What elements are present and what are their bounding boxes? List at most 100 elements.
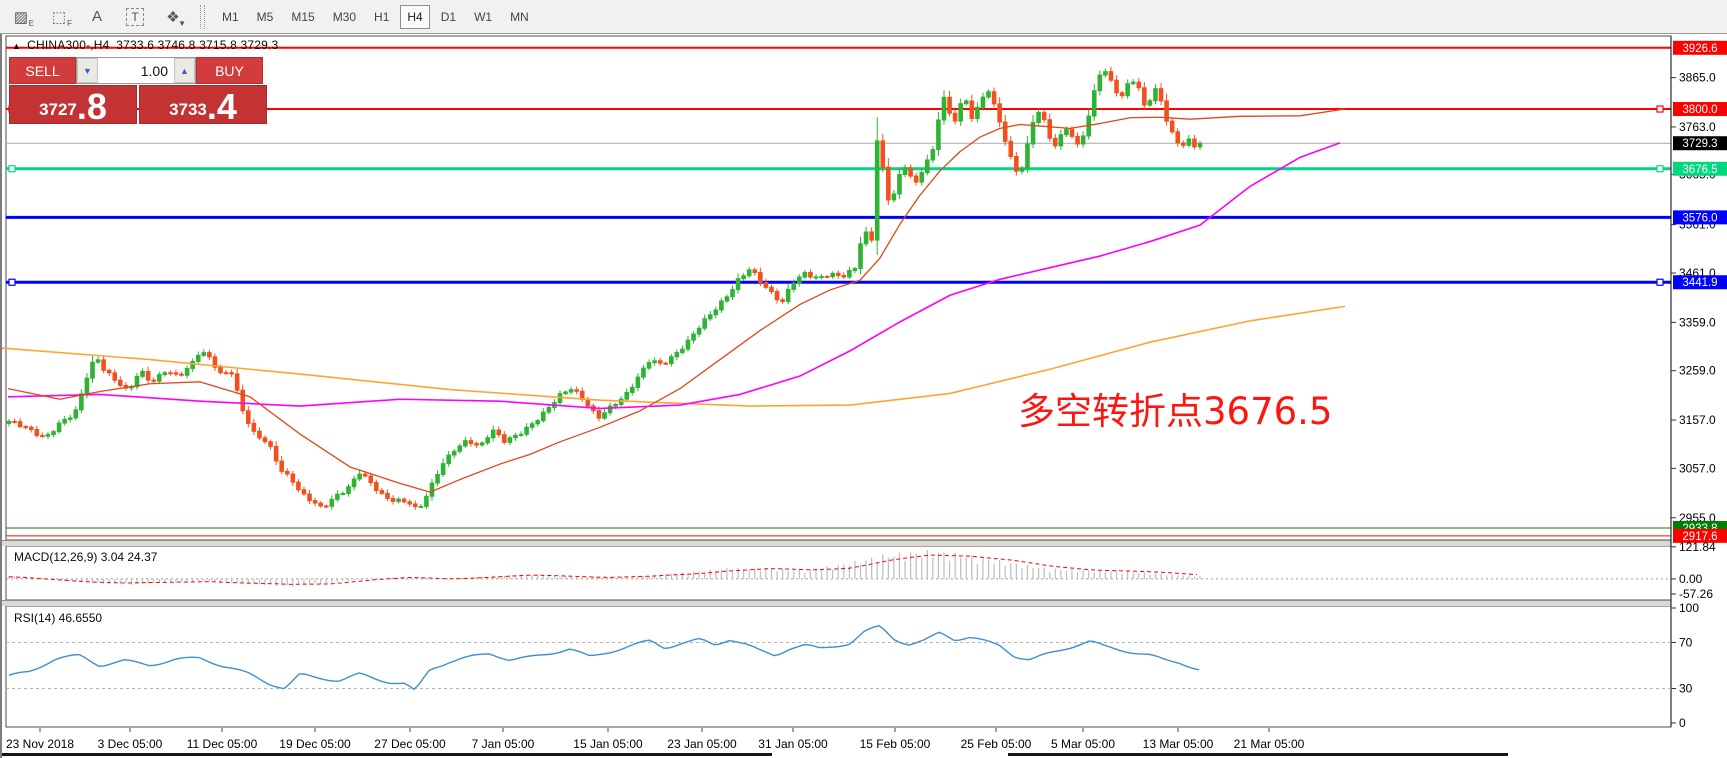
volume-up-button[interactable]: ▲ — [174, 58, 195, 83]
time-label: 31 Jan 05:00 — [758, 737, 828, 751]
color-scheme-icon[interactable]: ❖ ▼ — [166, 8, 186, 28]
time-label: 5 Mar 05:00 — [1051, 737, 1115, 751]
text-label-icon[interactable]: A — [91, 8, 102, 25]
svg-text:3926.6: 3926.6 — [1682, 43, 1717, 55]
rsi-label: RSI(14) 46.6550 — [14, 611, 103, 625]
macd-axis-label: -57.26 — [1679, 587, 1713, 601]
pivot-annotation-text: 多空转折点3676.5 — [1018, 390, 1333, 433]
rsi-pane: 100 70 30 0 — [6, 601, 1699, 730]
tab-timeframe-d1[interactable]: D1 — [440, 9, 457, 24]
pane-splitter — [0, 540, 1671, 546]
candles-group — [6, 66, 1203, 510]
text-box-icon[interactable]: T — [118, 4, 152, 30]
line-end-marker — [8, 278, 16, 286]
tab-timeframe-m30[interactable]: M30 — [332, 9, 357, 24]
buy-button[interactable]: BUY — [196, 57, 263, 84]
time-label: 15 Feb 05:00 — [860, 737, 931, 751]
line-end-marker — [1656, 278, 1664, 286]
price-tick-label: 3865.0 — [1679, 71, 1716, 85]
svg-text:3676.5: 3676.5 — [1682, 164, 1717, 176]
time-axis: 23 Nov 2018 3 Dec 05:00 11 Dec 05:00 19 Dec… — [6, 728, 1305, 751]
pane-splitter — [0, 600, 1671, 606]
toolbar-separator — [200, 4, 205, 29]
time-label: 23 Nov 2018 — [6, 737, 74, 751]
macd-axis-label: 121.84 — [1679, 540, 1716, 554]
rsi-axis-label: 30 — [1679, 682, 1693, 696]
time-label: 21 Mar 05:00 — [1234, 737, 1305, 751]
window-left-border — [0, 34, 3, 758]
svg-text:3729.3: 3729.3 — [1682, 138, 1717, 150]
price-tick-label: 3359.0 — [1679, 315, 1716, 329]
tab-timeframe-mn[interactable]: MN — [510, 9, 529, 24]
ma-slow-line — [0, 305, 1346, 407]
price-badge-3441.9: 3441.9 — [1673, 275, 1727, 290]
bottom-edge-left — [0, 753, 772, 756]
symbol-label: CHINA300-,H4 — [27, 38, 110, 52]
price-tick-label: 3763.0 — [1679, 120, 1716, 134]
time-label: 25 Feb 05:00 — [961, 737, 1032, 751]
ohlc-values: 3733.6 3746.8 3715.8 3729.3 — [116, 38, 279, 52]
time-label: 7 Jan 05:00 — [472, 737, 535, 751]
current-price-badge: 3729.3 — [1673, 136, 1727, 151]
one-click-trade-panel: SELL ▼ ▲ BUY 3727.8 3733.4 — [9, 57, 267, 128]
expert-advisor-icon[interactable]: ▨ E — [13, 8, 34, 28]
price-badge-3800.0: 3800.0 — [1673, 102, 1727, 117]
price-badge-2917.6: 2917.6 — [1673, 528, 1727, 543]
symbol-triangle-icon: ▲ — [12, 41, 22, 51]
time-label: 23 Jan 05:00 — [667, 737, 737, 751]
price-badge-3926.6: 3926.6 — [1673, 40, 1727, 55]
sell-button[interactable]: SELL — [9, 57, 76, 84]
tab-timeframe-w1[interactable]: W1 — [474, 9, 493, 24]
time-label: 3 Dec 05:00 — [98, 737, 163, 751]
tab-timeframe-m15[interactable]: M15 — [291, 9, 315, 24]
chart-header: ▲ CHINA300-,H4 3733.6 3746.8 3715.8 3729.… — [12, 38, 278, 52]
rsi-axis-label: 0 — [1679, 716, 1686, 730]
volume-input[interactable] — [98, 58, 174, 83]
ma-fast-line — [7, 108, 1346, 493]
ma-mid-line — [7, 142, 1341, 410]
level-lines — [6, 46, 1671, 537]
tab-timeframe-h1[interactable]: H1 — [374, 9, 390, 24]
bottom-edge-right — [1008, 753, 1508, 756]
time-label: 19 Dec 05:00 — [279, 737, 351, 751]
time-label: 27 Dec 05:00 — [374, 737, 446, 751]
time-label: 11 Dec 05:00 — [187, 737, 258, 751]
toolbar: ▨ E ⬚ F A T ❖ ▼ M1 M5 M15 M30 H1 H4 D1 W1 MN — [0, 0, 1727, 34]
macd-axis-label: 0.00 — [1679, 572, 1703, 586]
sell-price-box[interactable]: 3727.8 — [9, 85, 137, 128]
time-label: 13 Mar 05:00 — [1143, 737, 1214, 751]
svg-text:2917.6: 2917.6 — [1682, 531, 1717, 543]
tab-timeframe-m1[interactable]: M1 — [222, 9, 239, 24]
buy-price-box[interactable]: 3733.4 — [139, 85, 267, 128]
buy-price-decimal: .4 — [206, 86, 237, 128]
rsi-line — [8, 624, 1200, 691]
volume-down-button[interactable]: ▼ — [77, 58, 98, 83]
price-tick-label: 3259.0 — [1679, 364, 1716, 378]
price-badge-3576.0: 3576.0 — [1673, 210, 1727, 225]
time-label: 15 Jan 05:00 — [573, 737, 643, 751]
sell-price-main: 3727 — [39, 100, 77, 119]
rsi-axis-label: 70 — [1679, 636, 1693, 650]
panel-border-0 — [5, 35, 1672, 541]
rsi-axis-label: 100 — [1679, 601, 1699, 615]
svg-text:3441.9: 3441.9 — [1682, 277, 1717, 289]
line-end-marker — [8, 165, 16, 173]
svg-text:3800.0: 3800.0 — [1682, 104, 1717, 116]
line-end-marker — [1656, 105, 1664, 113]
macd-label: MACD(12,26,9) 3.04 24.37 — [14, 550, 158, 564]
line-end-marker — [1656, 165, 1664, 173]
price-badge-3676.5: 3676.5 — [1673, 161, 1727, 176]
tab-timeframe-h4[interactable]: H4 — [400, 4, 430, 29]
tab-timeframe-m5[interactable]: M5 — [256, 9, 274, 24]
buy-price-main: 3733 — [169, 100, 207, 119]
price-tick-label: 3157.0 — [1679, 413, 1716, 427]
svg-text:3576.0: 3576.0 — [1682, 212, 1717, 224]
grid-property-icon[interactable]: ⬚ F — [51, 8, 72, 28]
macd-signal-line — [8, 554, 1198, 585]
macd-pane: 121.84 0.00-57.26 — [6, 540, 1716, 601]
volume-spinner: ▼ ▲ — [76, 57, 196, 84]
panel-border-2 — [5, 605, 1672, 728]
sell-price-decimal: .8 — [76, 86, 107, 128]
